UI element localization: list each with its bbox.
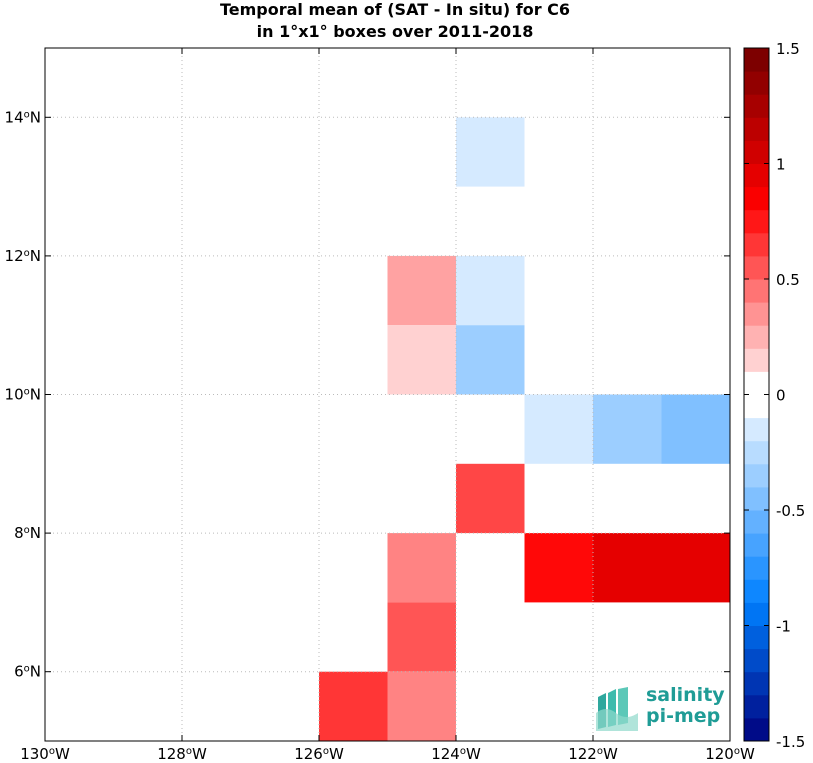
- colorbar-segment: [744, 163, 769, 188]
- heatmap-cell: [524, 533, 593, 603]
- logo-waves-icon: [596, 687, 638, 731]
- heatmap-cell: [661, 533, 730, 603]
- x-tick-label: 124oW: [431, 745, 481, 763]
- x-tick-label: 120oW: [705, 745, 755, 763]
- colorbar-segment: [744, 556, 769, 580]
- logo-text-line1: salinity: [646, 684, 725, 706]
- ticks-layer: 130oW 128oW 126oW 124oW 122oW 120oW 6oN 8oN 10oN…: [5, 48, 755, 763]
- logo-text-line2: pi-mep: [646, 705, 721, 727]
- colorbar-tick-label: -1: [776, 618, 791, 636]
- heatmap-cell: [387, 255, 456, 326]
- colorbar-segment: [744, 348, 769, 372]
- heatmap-cell: [524, 394, 593, 464]
- colorbar-segment: [744, 48, 769, 72]
- colorbar-tick-label: -0.5: [776, 502, 805, 520]
- colorbar-segment: [744, 510, 769, 534]
- colorbar-segment: [744, 255, 769, 280]
- colorbar-segment: [744, 279, 769, 303]
- heatmap-cell: [456, 255, 525, 326]
- colorbar-segment: [744, 94, 769, 118]
- colorbar-tick-label: 0.5: [776, 271, 800, 289]
- salinity-pi-mep-logo: salinity pi-mep: [594, 683, 734, 733]
- y-tick-label: 14oN: [5, 108, 41, 126]
- heatmap-cell: [593, 394, 662, 464]
- colorbar-segment: [744, 302, 769, 326]
- heatmap-cell: [387, 533, 456, 603]
- colorbar-segment: [744, 625, 769, 650]
- y-tick-label: 8oN: [14, 524, 41, 542]
- heatmap-cell: [456, 325, 525, 395]
- colorbar-segment: [744, 394, 769, 419]
- heatmap-cell: [319, 671, 388, 741]
- colorbar-tick-label: 1: [776, 156, 786, 174]
- x-tick-label: 130oW: [20, 745, 70, 763]
- colorbar-segment: [744, 579, 769, 603]
- colorbar-segment: [744, 417, 769, 442]
- y-tick-label: 12oN: [5, 247, 41, 265]
- colorbar-segment: [744, 717, 769, 742]
- x-tick-label: 122oW: [568, 745, 618, 763]
- heatmap-cell: [661, 394, 730, 464]
- colorbar-segment: [744, 140, 769, 164]
- colorbar-segment: [744, 440, 769, 465]
- colorbar-segment: [744, 486, 769, 511]
- colorbar-segment: [744, 325, 769, 349]
- colorbar: 1.5 1 0.5 0 -0.5 -1 -1.5: [743, 40, 805, 751]
- heatmap-cell: [387, 602, 456, 672]
- colorbar-segment: [744, 671, 769, 696]
- colorbar-segment: [744, 694, 769, 719]
- colorbar-tick-label: 0: [776, 387, 786, 405]
- colorbar-segment: [744, 209, 769, 234]
- cells-layer: [319, 117, 730, 741]
- colorbar-segment: [744, 602, 769, 626]
- colorbar-segment: [744, 232, 769, 257]
- colorbar-segment: [744, 186, 769, 211]
- chart-title-line1: Temporal mean of (SAT - In situ) for C6: [219, 0, 571, 19]
- colorbar-tick-label: -1.5: [776, 733, 805, 751]
- heatmap-cell: [387, 671, 456, 741]
- chart-title-line2: in 1°x1° boxes over 2011-2018: [256, 22, 534, 41]
- colorbar-segment: [744, 648, 769, 673]
- colorbar-tick-label: 1.5: [776, 40, 800, 58]
- colorbar-segment: [744, 533, 769, 557]
- colorbar-segment: [744, 71, 769, 95]
- x-tick-label: 128oW: [157, 745, 207, 763]
- heatmap-cell: [387, 325, 456, 395]
- y-tick-label: 6oN: [14, 663, 41, 681]
- colorbar-segment: [744, 371, 769, 395]
- colorbar-segment: [744, 463, 769, 488]
- x-tick-label: 126oW: [294, 745, 344, 763]
- heatmap-cell: [456, 117, 525, 187]
- heatmap-cell: [456, 463, 525, 534]
- colorbar-segment: [744, 117, 769, 141]
- y-tick-label: 10oN: [5, 386, 41, 404]
- heatmap-cell: [593, 533, 662, 603]
